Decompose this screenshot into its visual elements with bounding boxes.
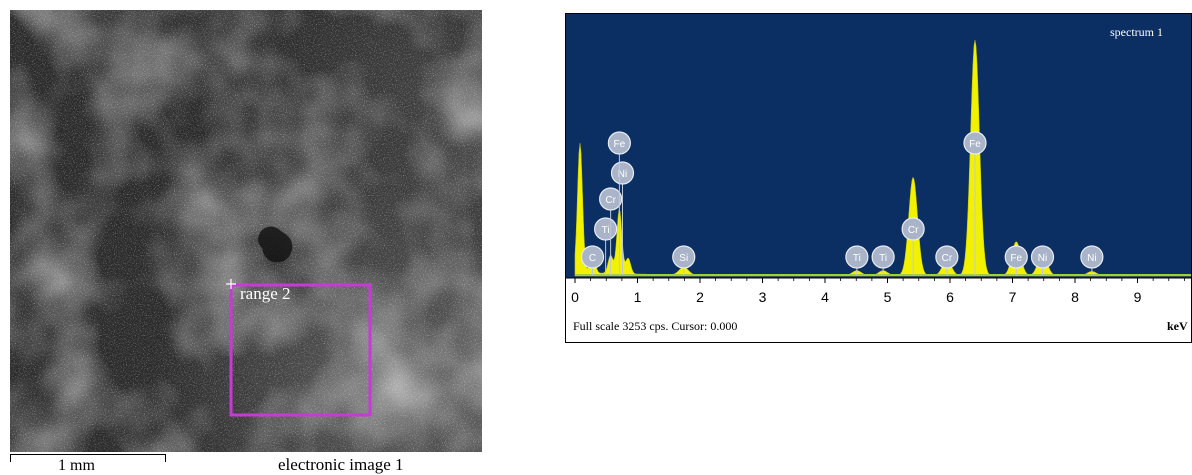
svg-text:Ni: Ni — [1038, 253, 1047, 264]
svg-text:Ni: Ni — [1087, 253, 1096, 264]
x-tick-label: 5 — [884, 289, 892, 305]
x-tick-label: 0 — [571, 289, 579, 305]
x-tick-label: 6 — [946, 289, 954, 305]
scale-bar-label: 1 mm — [58, 457, 95, 474]
svg-text:Cr: Cr — [605, 195, 616, 206]
element-label-ni: Ni — [610, 161, 635, 275]
svg-text:Cr: Cr — [908, 225, 919, 236]
chart-title: spectrum 1 — [1110, 25, 1163, 39]
x-axis-unit: keV — [1167, 319, 1188, 333]
x-tick-label: 2 — [696, 289, 704, 305]
element-label-c: C — [580, 245, 605, 275]
image-caption: electronic image 1 — [278, 455, 404, 474]
sem-image-panel: range 2 — [10, 10, 482, 452]
x-tick-label: 4 — [821, 289, 829, 305]
svg-text:Ti: Ti — [879, 253, 887, 264]
x-tick-label: 3 — [759, 289, 767, 305]
element-label-ni: Ni — [1080, 245, 1104, 275]
plot-area — [565, 13, 1192, 278]
range-label: range 2 — [240, 284, 291, 303]
svg-text:Ni: Ni — [618, 169, 627, 180]
element-label-si: Si — [672, 245, 696, 275]
svg-text:Ti: Ti — [602, 225, 610, 236]
x-tick-label: 8 — [1071, 289, 1079, 305]
element-label-fe: Fe — [963, 131, 987, 275]
x-tick-label: 9 — [1134, 289, 1142, 305]
svg-text:Fe: Fe — [1010, 253, 1022, 264]
chart-footer-status: Full scale 3253 cps. Cursor: 0.000 — [573, 319, 738, 333]
svg-text:Fe: Fe — [969, 139, 981, 150]
sem-micrograph — [10, 10, 482, 452]
element-label-cr: Cr — [935, 245, 959, 275]
x-tick-label: 1 — [634, 289, 642, 305]
x-tick-label: 7 — [1009, 289, 1017, 305]
element-label-fe: Fe — [607, 131, 631, 275]
element-label-cr: Cr — [901, 217, 925, 275]
scale-bar — [10, 454, 166, 462]
element-label-cr: Cr — [599, 187, 623, 275]
svg-text:C: C — [589, 253, 596, 264]
svg-text:Fe: Fe — [614, 139, 626, 150]
range-box — [229, 283, 372, 417]
element-label-ni: Ni — [1030, 245, 1055, 275]
element-label-ti: Ti — [845, 245, 869, 275]
svg-text:Si: Si — [679, 253, 688, 264]
svg-text:Cr: Cr — [942, 253, 953, 264]
svg-text:Ti: Ti — [853, 253, 861, 264]
element-label-ti: Ti — [871, 245, 895, 275]
spectrum-series — [574, 40, 1192, 277]
element-label-fe: Fe — [1004, 245, 1028, 275]
